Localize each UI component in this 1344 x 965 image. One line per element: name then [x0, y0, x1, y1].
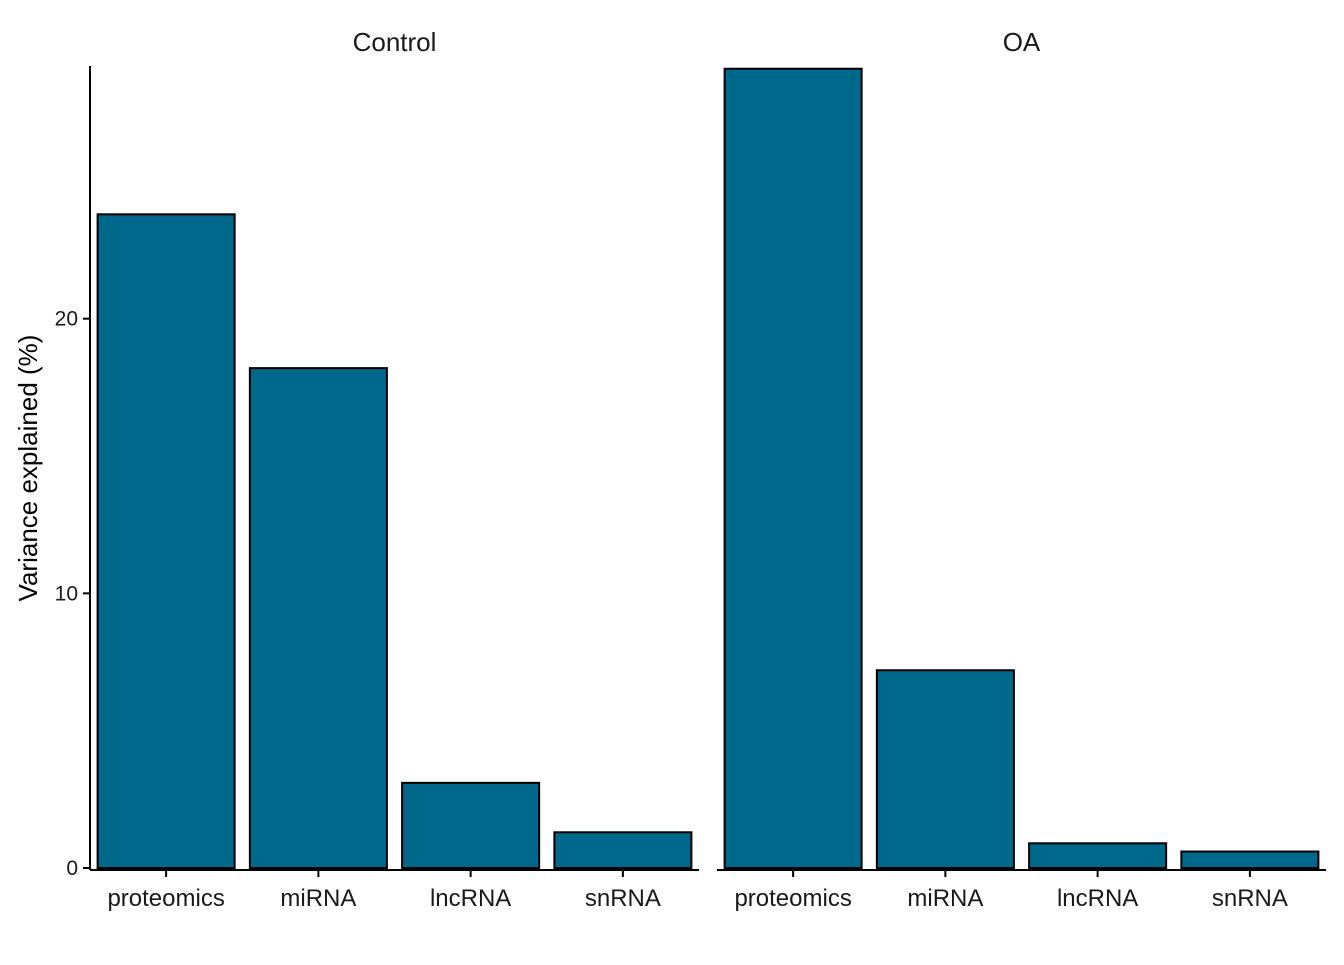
x-tick-label: lncRNA: [430, 885, 511, 912]
facet-title-oa: OA: [1003, 27, 1041, 57]
x-tick-label: snRNA: [585, 885, 661, 912]
bar-control-proteomics: [96, 213, 236, 869]
bar-control-snrna: [553, 831, 693, 869]
bar-oa-proteomics: [723, 67, 863, 869]
x-tick-label: lncRNA: [1057, 885, 1138, 912]
y-tick-label: 20: [55, 308, 78, 331]
bar-oa-mirna: [875, 669, 1015, 869]
bar-oa-snrna: [1180, 850, 1320, 870]
bar-oa-lncrna: [1028, 842, 1168, 869]
bar-control-mirna: [248, 367, 388, 869]
x-tick-label: miRNA: [907, 885, 983, 912]
facet-title-control: Control: [353, 27, 437, 57]
x-tick-label: proteomics: [107, 885, 224, 912]
y-tick-label: 0: [66, 857, 78, 880]
y-axis-title: Variance explained (%): [13, 335, 43, 602]
bar-control-lncrna: [401, 781, 541, 869]
x-tick-label: miRNA: [280, 885, 356, 912]
x-tick-label: proteomics: [734, 885, 851, 912]
x-tick-label: snRNA: [1212, 885, 1288, 912]
y-tick-label: 10: [55, 582, 78, 605]
